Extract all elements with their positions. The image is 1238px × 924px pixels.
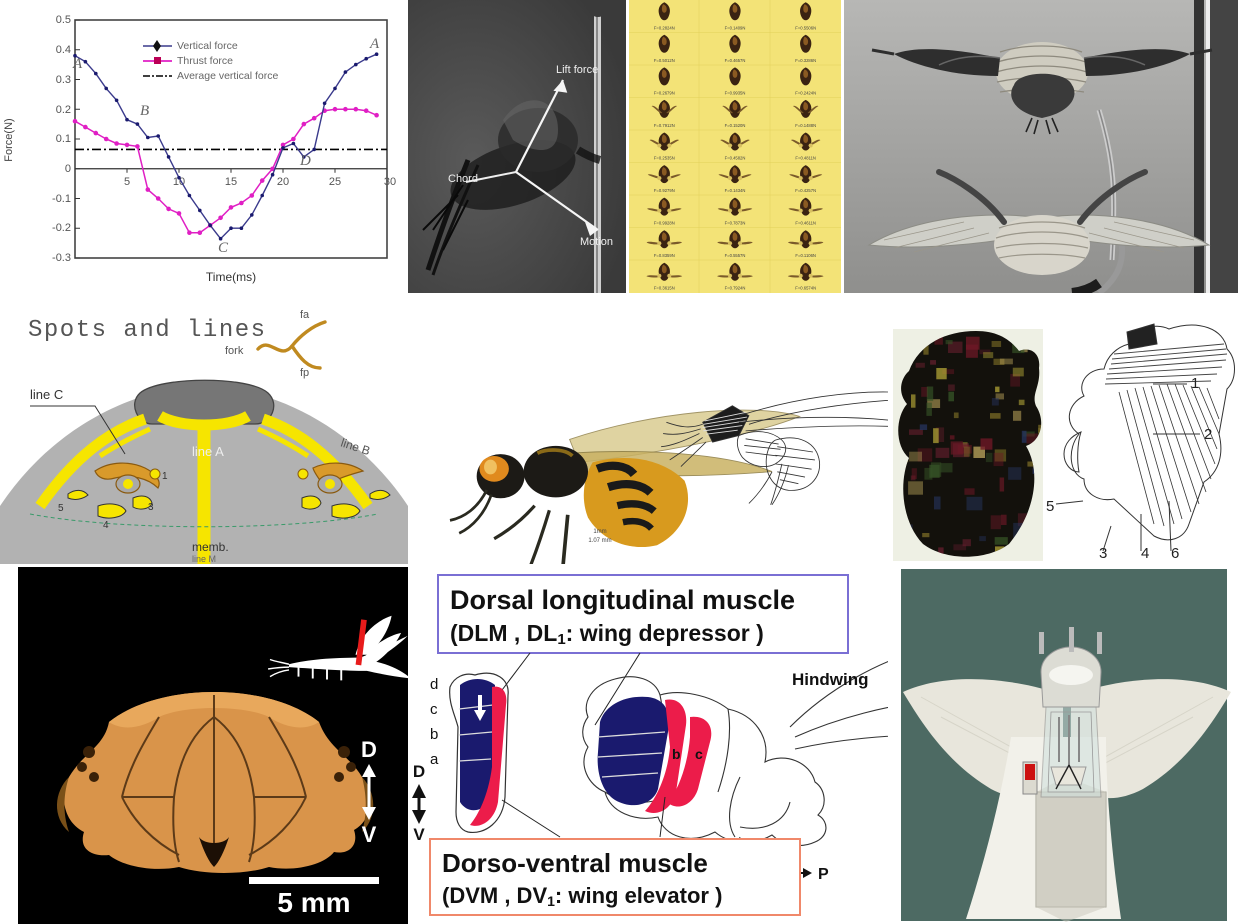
svg-text:a: a bbox=[430, 751, 439, 768]
svg-text:memb.: memb. bbox=[192, 540, 229, 554]
svg-text:V: V bbox=[362, 822, 377, 847]
svg-text:fp: fp bbox=[300, 367, 309, 379]
svg-text:1: 1 bbox=[162, 471, 168, 482]
svg-text:F=0.4611N: F=0.4611N bbox=[795, 221, 816, 226]
svg-text:Thrust force: Thrust force bbox=[177, 55, 233, 67]
svg-text:F=0.7912N: F=0.7912N bbox=[654, 123, 675, 128]
svg-text:F=0.9935N: F=0.9935N bbox=[725, 90, 746, 95]
svg-text:0.4: 0.4 bbox=[56, 44, 71, 56]
svg-text:3: 3 bbox=[148, 502, 154, 513]
svg-text:20: 20 bbox=[277, 176, 289, 188]
svg-text:F=0.2424N: F=0.2424N bbox=[795, 90, 816, 95]
svg-text:Lift force: Lift force bbox=[556, 64, 598, 76]
svg-text:A: A bbox=[72, 56, 83, 72]
svg-text:F=0.4657N: F=0.4657N bbox=[725, 58, 746, 63]
svg-text:Dorsal longitudinal muscle: Dorsal longitudinal muscle bbox=[450, 585, 795, 615]
svg-text:0: 0 bbox=[65, 163, 71, 175]
svg-text:D: D bbox=[413, 762, 425, 781]
svg-text:C: C bbox=[218, 240, 229, 256]
svg-text:F=0.5506N: F=0.5506N bbox=[795, 25, 816, 30]
svg-text:(DLM , DL1: wing depressor ): (DLM , DL1: wing depressor ) bbox=[450, 620, 764, 648]
svg-text:0.5: 0.5 bbox=[56, 14, 71, 26]
svg-text:Average vertical force: Average vertical force bbox=[177, 70, 279, 82]
svg-text:F=0.5557N: F=0.5557N bbox=[725, 253, 746, 258]
svg-text:4: 4 bbox=[103, 520, 109, 531]
svg-text:-0.2: -0.2 bbox=[52, 222, 71, 234]
svg-text:0.3: 0.3 bbox=[56, 74, 71, 86]
svg-text:d: d bbox=[430, 676, 438, 693]
svg-text:F=0.4582N: F=0.4582N bbox=[725, 156, 746, 161]
svg-text:line A: line A bbox=[192, 444, 224, 459]
svg-text:F=0.1434N: F=0.1434N bbox=[725, 188, 746, 193]
svg-text:b: b bbox=[672, 746, 681, 762]
svg-text:30: 30 bbox=[384, 176, 396, 188]
svg-text:Motion: Motion bbox=[580, 236, 613, 248]
svg-text:D: D bbox=[361, 737, 377, 762]
svg-text:(DVM , DV1: wing elevator ): (DVM , DV1: wing elevator ) bbox=[442, 883, 722, 909]
svg-text:3: 3 bbox=[1099, 545, 1107, 562]
svg-text:F=0.9279N: F=0.9279N bbox=[654, 188, 675, 193]
svg-text:fa: fa bbox=[300, 309, 310, 321]
svg-text:F=0.7873N: F=0.7873N bbox=[725, 221, 746, 226]
svg-text:6: 6 bbox=[1171, 545, 1179, 562]
svg-text:F=0.4811N: F=0.4811N bbox=[795, 156, 816, 161]
svg-text:Force(N): Force(N) bbox=[3, 118, 15, 161]
svg-text:D: D bbox=[299, 153, 311, 169]
svg-text:A: A bbox=[369, 36, 380, 52]
svg-text:F=0.2824N: F=0.2824N bbox=[654, 25, 675, 30]
svg-text:5: 5 bbox=[1046, 498, 1054, 515]
svg-text:Spots and lines: Spots and lines bbox=[28, 317, 267, 344]
svg-text:c: c bbox=[430, 701, 438, 718]
svg-text:5 mm: 5 mm bbox=[277, 887, 350, 918]
svg-text:F=0.1409N: F=0.1409N bbox=[725, 25, 746, 30]
svg-text:V: V bbox=[413, 825, 425, 844]
svg-text:F=0.1488N: F=0.1488N bbox=[795, 123, 816, 128]
svg-text:B: B bbox=[140, 103, 149, 119]
svg-text:F=0.4257N: F=0.4257N bbox=[795, 188, 816, 193]
svg-text:1mm: 1mm bbox=[593, 529, 606, 535]
svg-text:b: b bbox=[430, 726, 438, 743]
svg-text:5: 5 bbox=[124, 176, 130, 188]
svg-text:1.07 mm: 1.07 mm bbox=[588, 538, 611, 544]
svg-text:line C: line C bbox=[30, 387, 63, 402]
svg-text:2: 2 bbox=[1204, 426, 1212, 443]
svg-text:F=0.1520N: F=0.1520N bbox=[725, 123, 746, 128]
svg-text:F=0.3615N: F=0.3615N bbox=[654, 286, 675, 291]
svg-text:F=0.7924N: F=0.7924N bbox=[725, 286, 746, 291]
svg-text:0.2: 0.2 bbox=[56, 104, 71, 116]
svg-text:F=0.8359N: F=0.8359N bbox=[654, 253, 675, 258]
svg-text:Chord: Chord bbox=[448, 173, 478, 185]
svg-text:F=0.9928N: F=0.9928N bbox=[654, 221, 675, 226]
svg-text:Hindwing: Hindwing bbox=[792, 670, 868, 689]
svg-text:fork: fork bbox=[225, 345, 244, 357]
svg-text:F=0.2535N: F=0.2535N bbox=[654, 156, 675, 161]
svg-text:-0.3: -0.3 bbox=[52, 252, 71, 264]
svg-text:25: 25 bbox=[329, 176, 341, 188]
svg-text:0.1: 0.1 bbox=[56, 133, 71, 145]
svg-text:Time(ms): Time(ms) bbox=[206, 270, 256, 284]
svg-text:F=0.5012N: F=0.5012N bbox=[654, 58, 675, 63]
svg-text:4: 4 bbox=[1141, 545, 1149, 562]
svg-text:F=0.3286N: F=0.3286N bbox=[795, 58, 816, 63]
svg-text:c: c bbox=[695, 746, 703, 762]
svg-text:-0.1: -0.1 bbox=[52, 193, 71, 205]
svg-text:Dorso-ventral muscle: Dorso-ventral muscle bbox=[442, 848, 708, 878]
svg-text:F=0.2679N: F=0.2679N bbox=[654, 90, 675, 95]
svg-text:P: P bbox=[818, 866, 829, 883]
svg-text:1: 1 bbox=[1191, 375, 1199, 392]
svg-text:5: 5 bbox=[58, 503, 64, 514]
svg-text:15: 15 bbox=[225, 176, 237, 188]
svg-text:Vertical force: Vertical force bbox=[177, 40, 238, 52]
svg-text:F=0.6574N: F=0.6574N bbox=[795, 286, 816, 291]
svg-text:F=0.1106N: F=0.1106N bbox=[795, 253, 816, 258]
svg-text:line M: line M bbox=[192, 554, 216, 564]
